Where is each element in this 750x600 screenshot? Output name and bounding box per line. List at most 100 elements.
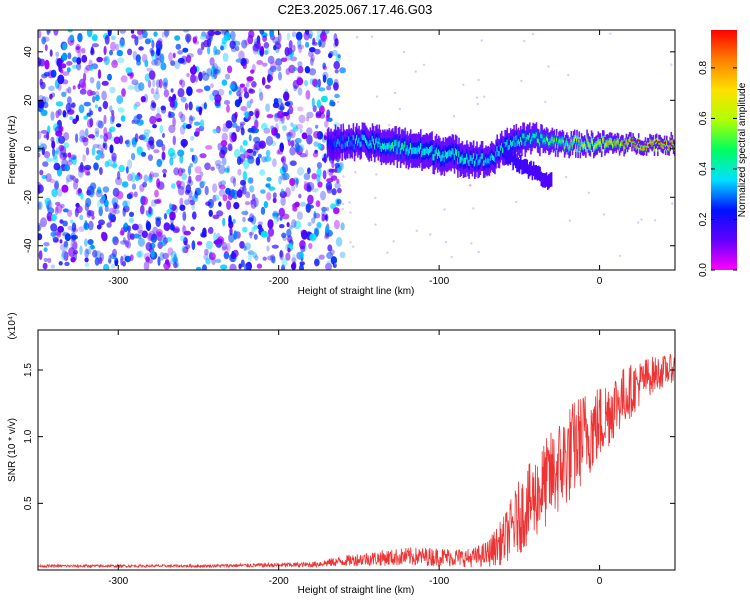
- signal-cell: [394, 140, 396, 147]
- noise-cell: [38, 233, 43, 241]
- noise-cell: [66, 67, 71, 73]
- noise-cell: [38, 184, 44, 194]
- noise-cell: [125, 139, 131, 148]
- noise-cell: [192, 64, 196, 74]
- noise-cell: [84, 128, 89, 138]
- signal-cell: [548, 141, 550, 146]
- noise-cell: [290, 56, 298, 62]
- snr-line: [38, 353, 675, 569]
- signal-cell: [644, 143, 647, 146]
- branch-cell: [511, 147, 513, 163]
- noise-cell: [238, 93, 243, 100]
- noise-cell: [148, 206, 152, 215]
- signal-cell: [668, 147, 670, 150]
- noise-cell: [51, 188, 58, 198]
- noise-cell: [152, 226, 158, 235]
- signal-cell: [472, 153, 475, 159]
- noise-cell: [220, 45, 224, 51]
- noise-cell: [213, 128, 220, 133]
- noise-cell: [205, 145, 213, 150]
- noise-cell: [199, 34, 207, 40]
- noise-cell: [55, 201, 61, 206]
- noise-cell: [247, 127, 255, 133]
- noise-cell: [60, 145, 67, 156]
- noise-cell: [278, 71, 282, 81]
- signal-cell: [671, 141, 674, 144]
- noise-cell: [333, 219, 340, 230]
- noise-cell: [195, 174, 202, 182]
- noise-cell: [86, 89, 93, 97]
- noise-cell: [246, 148, 254, 154]
- noise-cell: [228, 90, 232, 95]
- noise-speck: [472, 207, 475, 210]
- heatmap-x-ticks: -300 -200 -100 0: [108, 30, 603, 287]
- noise-cell: [103, 45, 107, 56]
- noise-cell: [65, 102, 72, 113]
- noise-cell: [103, 133, 109, 142]
- noise-cell: [222, 52, 229, 62]
- signal-cell: [577, 146, 579, 150]
- noise-cell: [38, 57, 42, 67]
- noise-cell: [201, 103, 206, 110]
- signal-cell: [609, 139, 612, 143]
- signal-cell: [398, 140, 401, 147]
- noise-cell: [172, 135, 176, 146]
- noise-cell: [161, 151, 166, 161]
- y-tick-label: -20: [23, 190, 34, 205]
- signal-cell: [670, 138, 673, 141]
- x-tick-label: 0: [597, 276, 603, 287]
- signal-cell: [424, 148, 427, 155]
- branch-cell: [541, 172, 544, 188]
- noise-cell: [288, 135, 291, 141]
- noise-cell: [120, 255, 124, 266]
- noise-cell: [115, 123, 122, 128]
- noise-cell: [305, 149, 309, 158]
- signal-cell: [413, 147, 415, 154]
- noise-cell: [257, 224, 263, 230]
- noise-cell: [142, 132, 150, 138]
- noise-cell: [206, 68, 213, 77]
- signal-cell: [403, 144, 405, 151]
- noise-cell: [66, 61, 73, 66]
- noise-cell: [229, 40, 236, 49]
- noise-speck: [370, 35, 374, 38]
- signal-cell: [440, 155, 442, 162]
- noise-speck: [637, 221, 640, 224]
- noise-cell: [133, 115, 141, 125]
- noise-cell: [78, 226, 85, 233]
- noise-cell: [167, 261, 171, 268]
- noise-cell: [289, 178, 296, 186]
- noise-cell: [142, 181, 148, 188]
- noise-cell: [97, 150, 103, 157]
- signal-cell: [342, 135, 345, 141]
- signal-cell: [379, 142, 382, 149]
- noise-cell: [95, 189, 103, 198]
- branch-cell: [531, 165, 534, 181]
- noise-cell: [57, 83, 62, 91]
- noise-cell: [311, 97, 315, 108]
- noise-cell: [108, 207, 115, 214]
- signal-cell: [368, 143, 370, 150]
- noise-cell: [63, 142, 70, 149]
- noise-cell: [100, 231, 106, 240]
- signal-cell: [570, 139, 573, 143]
- noise-cell: [340, 222, 345, 231]
- signal-cell: [450, 151, 452, 158]
- noise-cell: [304, 66, 311, 74]
- signal-cell: [433, 154, 436, 161]
- noise-cell: [297, 106, 304, 112]
- signal-cell: [607, 142, 610, 146]
- noise-cell: [220, 180, 227, 186]
- noise-cell: [265, 47, 270, 55]
- signal-cell: [631, 143, 633, 146]
- noise-cell: [80, 48, 86, 54]
- noise-cell: [237, 86, 242, 93]
- signal-cell: [358, 137, 360, 143]
- noise-cell: [296, 167, 305, 176]
- noise-cell: [44, 44, 48, 51]
- noise-speck: [587, 191, 590, 194]
- noise-cell: [265, 149, 271, 157]
- noise-cell: [286, 222, 290, 228]
- noise-cell: [141, 196, 148, 206]
- noise-cell: [282, 163, 288, 173]
